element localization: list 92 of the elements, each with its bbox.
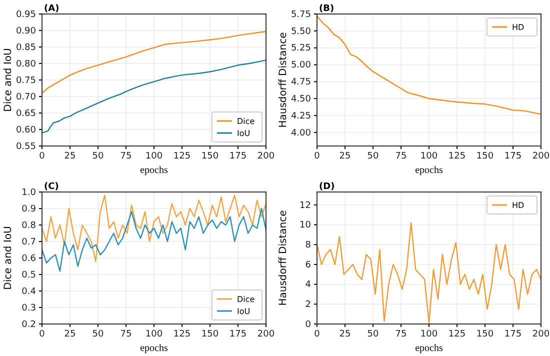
x-tick-label: 100 — [420, 151, 438, 162]
x-tick-label: 50 — [367, 151, 379, 162]
x-tick-label: 200 — [257, 329, 275, 340]
line-series — [316, 222, 542, 324]
y-tick-label: 4.00 — [290, 128, 312, 138]
chart-title: (D) — [319, 182, 335, 192]
x-tick-label: 125 — [173, 151, 191, 162]
x-tick-label: 200 — [257, 151, 275, 162]
x-tick-label: 0 — [39, 151, 46, 162]
x-tick-label: 50 — [367, 329, 379, 340]
y-tick-label: 4.75 — [290, 78, 311, 88]
y-tick-label: 0.60 — [16, 125, 36, 136]
chart-title: (B) — [319, 4, 334, 14]
y-tick-label: 0.70 — [16, 92, 36, 102]
y-tick-label: 0.80 — [16, 59, 36, 70]
x-axis-title: epochs — [140, 343, 168, 354]
x-tick-label: 150 — [476, 329, 494, 340]
x-tick-label: 175 — [504, 329, 522, 340]
x-tick-label: 125 — [173, 329, 191, 340]
y-tick-label: 0.75 — [16, 76, 36, 86]
chart-title: (C) — [44, 182, 59, 192]
x-tick-label: 0 — [314, 329, 320, 340]
y-tick-label: 0.5 — [22, 270, 36, 280]
y-tick-label: 5.00 — [290, 60, 312, 71]
x-tick-label: 0 — [39, 329, 46, 340]
y-tick-label: 12 — [300, 200, 311, 211]
y-tick-label: 1.0 — [22, 188, 36, 198]
x-tick-label: 200 — [532, 329, 550, 340]
x-tick-label: 125 — [448, 151, 466, 162]
y-tick-label: 4.50 — [290, 94, 312, 104]
y-tick-label: 0.55 — [16, 142, 36, 152]
x-tick-label: 200 — [532, 151, 550, 162]
y-tick-label: 5.75 — [290, 10, 311, 20]
y-tick-label: 0.3 — [22, 303, 36, 314]
y-tick-label: 4 — [305, 280, 312, 290]
y-tick-label: 8 — [305, 240, 312, 250]
legend-label: HD — [512, 23, 524, 32]
x-tick-label: 75 — [120, 151, 132, 162]
x-tick-label: 150 — [476, 151, 494, 162]
x-axis-title: epochs — [415, 165, 443, 176]
y-tick-label: 0.85 — [16, 42, 36, 53]
y-tick-label: 0.95 — [16, 10, 36, 20]
x-tick-label: 100 — [420, 329, 438, 340]
x-tick-label: 100 — [145, 329, 163, 340]
legend-label: Dice — [237, 117, 255, 126]
y-tick-label: 0.8 — [22, 220, 36, 231]
y-axis-title: Hausdorff Distance — [278, 32, 289, 128]
x-axis-title: epochs — [415, 343, 443, 354]
y-tick-label: 0.90 — [16, 26, 36, 36]
legend-label: IoU — [237, 307, 250, 316]
y-tick-label: 0.7 — [22, 237, 36, 248]
y-tick-label: 10 — [300, 220, 312, 231]
x-tick-label: 175 — [229, 151, 247, 162]
chart-title: (A) — [44, 4, 60, 14]
line-series — [41, 30, 267, 94]
x-tick-label: 25 — [339, 151, 351, 162]
x-tick-label: 100 — [145, 151, 163, 162]
y-tick-label: 4.25 — [290, 111, 311, 122]
y-tick-label: 5.25 — [290, 44, 311, 54]
x-tick-label: 175 — [504, 151, 522, 162]
y-tick-label: 2 — [305, 300, 311, 310]
y-tick-label: 5.50 — [290, 26, 312, 37]
legend-label: Dice — [237, 295, 255, 304]
line-series — [41, 194, 267, 262]
y-tick-label: 0.2 — [22, 320, 36, 330]
y-tick-label: 0 — [305, 320, 312, 330]
line-series — [41, 208, 267, 272]
y-tick-label: 0.9 — [22, 204, 36, 214]
x-tick-label: 150 — [201, 151, 219, 162]
x-tick-label: 25 — [64, 329, 76, 340]
x-tick-label: 75 — [395, 151, 407, 162]
x-tick-label: 75 — [395, 329, 407, 340]
legend-label: HD — [512, 201, 524, 210]
x-tick-label: 25 — [64, 151, 76, 162]
line-series — [316, 15, 542, 115]
x-tick-label: 75 — [120, 329, 132, 340]
y-tick-label: 0.6 — [22, 254, 36, 264]
x-tick-label: 50 — [92, 329, 104, 340]
y-axis-title: Dice and IoU — [3, 226, 14, 290]
y-tick-label: 6 — [305, 260, 312, 270]
y-axis-title: Hausdorff Distance — [278, 210, 289, 306]
y-axis-title: Dice and IoU — [3, 48, 14, 112]
x-tick-label: 50 — [92, 151, 104, 162]
x-tick-label: 125 — [448, 329, 466, 340]
x-tick-label: 0 — [314, 151, 320, 162]
y-tick-label: 0.4 — [22, 286, 36, 297]
x-tick-label: 25 — [339, 329, 351, 340]
x-tick-label: 150 — [201, 329, 219, 340]
x-axis-title: epochs — [140, 165, 168, 176]
y-tick-label: 0.65 — [16, 108, 36, 119]
legend-label: IoU — [237, 129, 250, 138]
x-tick-label: 175 — [229, 329, 247, 340]
